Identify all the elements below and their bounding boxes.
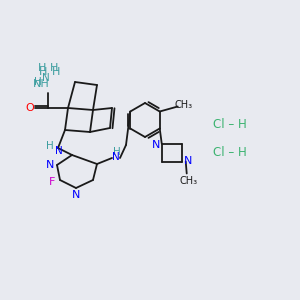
Text: N: N <box>42 73 50 83</box>
Text: N: N <box>184 157 192 166</box>
Text: N: N <box>46 160 54 170</box>
Text: Cl – H: Cl – H <box>213 118 247 131</box>
Text: N: N <box>152 140 160 151</box>
Text: F: F <box>49 177 55 187</box>
Text: H: H <box>52 67 60 77</box>
Text: H: H <box>50 63 58 73</box>
Text: N: N <box>55 146 63 156</box>
Text: H: H <box>38 63 46 73</box>
Text: O: O <box>26 103 34 113</box>
Text: H: H <box>46 141 54 151</box>
Text: Cl – H: Cl – H <box>213 146 247 158</box>
Text: H: H <box>113 147 121 157</box>
Text: CH₃: CH₃ <box>175 100 193 110</box>
Text: CH₃: CH₃ <box>180 176 198 185</box>
Text: NH: NH <box>33 79 50 89</box>
Text: N: N <box>112 152 120 162</box>
Text: H: H <box>39 67 47 77</box>
Text: N: N <box>72 190 80 200</box>
Text: H: H <box>34 77 42 87</box>
